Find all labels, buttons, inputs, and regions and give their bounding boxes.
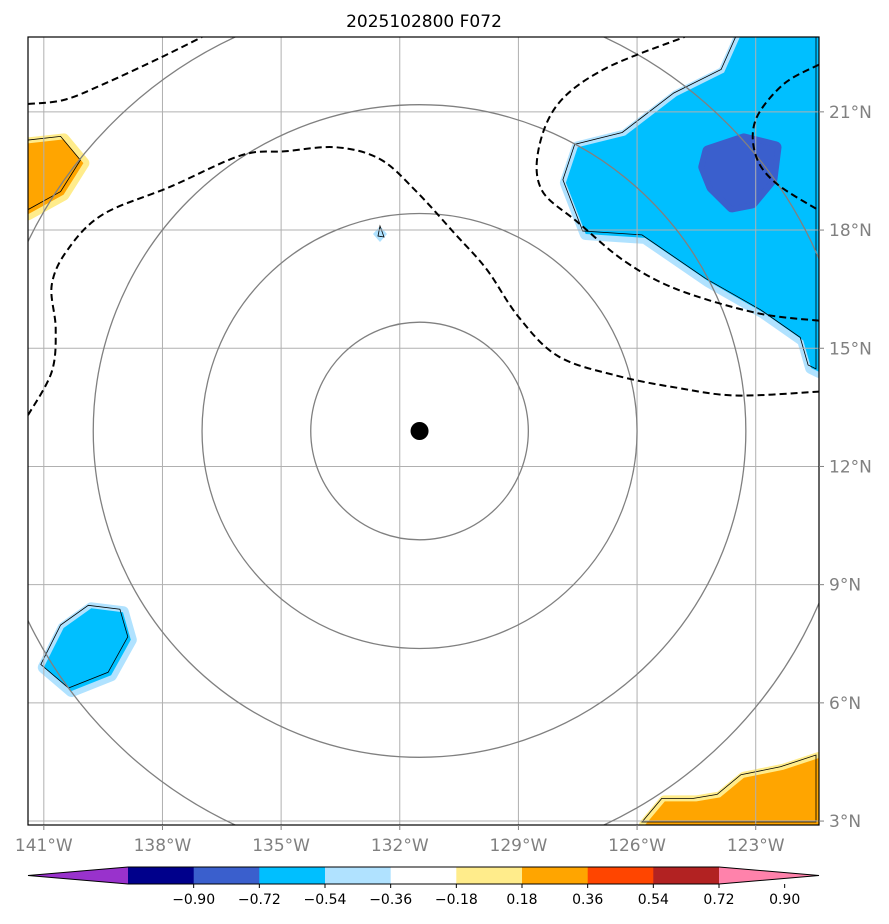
y-tick-label-4: 9°N (829, 576, 861, 596)
colorbar-label-9: 0.90 (769, 892, 800, 908)
shaded-region-fill (28, 139, 84, 215)
chart-title: 2025102800 F072 (346, 12, 502, 32)
dashed-contour-2 (28, 146, 819, 416)
x-tick-label-1: 138°W (134, 836, 192, 856)
shaded-region-5 (639, 752, 819, 825)
colorbar-segment-4 (325, 867, 392, 884)
y-tick-label-2: 15°N (829, 339, 872, 359)
colorbar-extend-high (719, 867, 819, 884)
colorbar-label-7: 0.54 (638, 892, 669, 908)
colorbar-segment-6 (456, 867, 523, 884)
colorbar-extend-low (28, 867, 128, 884)
dashed-contour-3 (535, 37, 819, 322)
colorbar: −0.90 −0.72 −0.54 −0.36 −0.18 0.18 0.36 0.54 0.7… (27, 866, 820, 908)
shaded-region-outline (641, 754, 817, 823)
dashed-contour-1 (28, 37, 203, 105)
colorbar-segment-9 (653, 867, 720, 884)
range-rings (28, 37, 819, 825)
y-tick-label-0: 21°N (829, 103, 872, 123)
colorbar-segment-3 (259, 867, 326, 884)
colorbar-segment-8 (587, 867, 654, 884)
colorbar-label-2: −0.54 (304, 892, 347, 908)
y-tick-label-5: 6°N (829, 694, 861, 714)
shaded-region-fill (645, 758, 819, 825)
colorbar-label-8: 0.72 (703, 892, 734, 908)
x-axis-ticks: 141°W 138°W 135°W 132°W 129°W 126°W 123°W (15, 825, 785, 856)
y-tick-label-3: 12°N (829, 457, 872, 477)
x-tick-label-4: 129°W (490, 836, 548, 856)
range-ring-1 (310, 321, 529, 541)
colorbar-label-0: −0.90 (172, 892, 215, 908)
plot-frame (27, 36, 820, 826)
storm-center-marker (410, 422, 429, 440)
x-tick-label-5: 126°W (608, 836, 666, 856)
dashed-contours (28, 37, 819, 416)
shaded-region-outline (40, 604, 129, 689)
shaded-region-outline (28, 135, 81, 211)
colorbar-segment-5 (390, 867, 457, 884)
marker-layer (410, 422, 429, 440)
colorbar-segment-7 (522, 867, 589, 884)
y-tick-label-6: 3°N (829, 812, 861, 832)
colorbar-outline (27, 866, 820, 885)
x-tick-label-3: 132°W (371, 836, 429, 856)
y-tick-label-1: 18°N (829, 221, 872, 241)
shaded-region-1 (28, 133, 90, 221)
colorbar-label-1: −0.72 (238, 892, 281, 908)
gridlines (28, 37, 819, 825)
x-tick-label-0: 141°W (15, 836, 73, 856)
shaded-region-2 (37, 602, 137, 697)
colorbar-label-4: −0.18 (435, 892, 478, 908)
colorbar-label-3: −0.36 (369, 892, 412, 908)
range-ring-3 (92, 104, 747, 758)
colorbar-label-6: 0.36 (572, 892, 603, 908)
colorbar-segment-1 (128, 867, 195, 884)
x-tick-label-6: 123°W (727, 836, 785, 856)
colorbar-label-5: 0.18 (506, 892, 537, 908)
shaded-region-outline (562, 37, 817, 370)
shaded-region-fill (704, 139, 776, 207)
dashed-contour-4 (751, 63, 819, 212)
shaded-region-4 (698, 133, 782, 213)
small-feature-outline (377, 224, 385, 238)
colorbar-segment-2 (193, 867, 260, 884)
range-ring-2 (201, 212, 638, 650)
y-axis-ticks: 21°N 18°N 15°N 12°N 9°N 6°N 3°N (819, 103, 872, 832)
x-tick-label-2: 135°W (252, 836, 310, 856)
